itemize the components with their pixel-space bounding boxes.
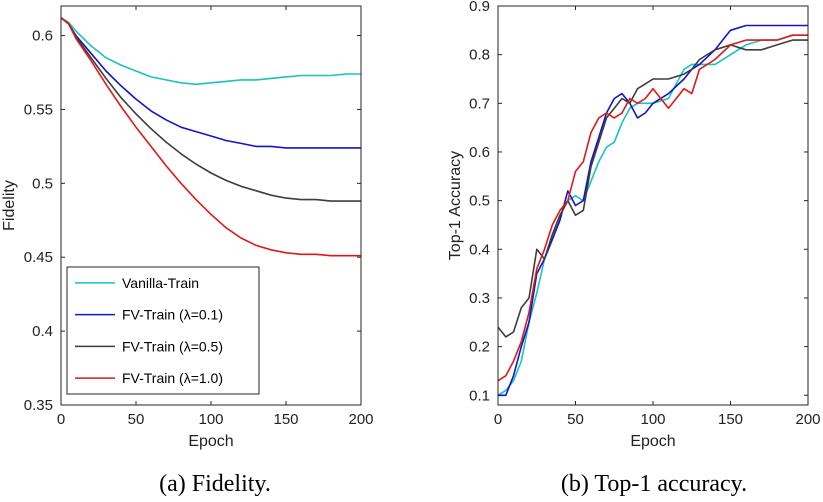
chart-fidelity-ylabel: Fidelity <box>1 180 18 231</box>
chart-fidelity-xlabel: Epoch <box>188 433 233 450</box>
series-line-3 <box>497 34 808 382</box>
y-tick-label: 0.6 <box>32 28 53 45</box>
x-tick-label: 200 <box>795 411 820 428</box>
y-tick-label: 0.3 <box>469 290 490 307</box>
legend-label: Vanilla-Train <box>122 275 199 291</box>
y-tick-label: 0.5 <box>469 193 490 210</box>
series-line-3 <box>60 17 361 257</box>
chart-accuracy: 0 50 100 150 2000.10.20.30.40.50.60.70.80.9 … <box>447 0 821 450</box>
y-tick-label: 0.4 <box>469 241 490 258</box>
y-tick-label: 0.35 <box>24 397 53 414</box>
chart-fidelity-legend: Vanilla-Train FV-Train (λ=0.1) FV-Train (λ… <box>66 266 260 395</box>
series-line-0 <box>497 34 808 396</box>
y-tick-label: 0.7 <box>469 95 490 112</box>
chart-fidelity-frame <box>60 5 362 406</box>
x-tick-label: 100 <box>198 411 223 428</box>
series-line-1 <box>60 17 361 149</box>
legend-label: FV-Train (λ=0.5) <box>122 338 223 354</box>
series-line-0 <box>60 17 361 86</box>
x-tick-label: 50 <box>128 411 145 428</box>
series-line-2 <box>497 39 808 338</box>
chart-accuracy-ylabel: Top-1 Accuracy <box>447 151 464 260</box>
y-tick-label: 0.6 <box>469 144 490 161</box>
legend-label: FV-Train (λ=0.1) <box>122 307 223 323</box>
y-tick-label: 0.4 <box>32 323 53 340</box>
chart-accuracy-frame <box>497 5 809 406</box>
chart-accuracy-xlabel: Epoch <box>630 433 675 450</box>
x-tick-label: 150 <box>718 411 743 428</box>
x-tick-label: 100 <box>640 411 665 428</box>
x-tick-label: 200 <box>348 411 373 428</box>
series-line-2 <box>60 17 361 202</box>
x-tick-label: 0 <box>494 411 502 428</box>
caption-a: (a) Fidelity. <box>159 471 271 497</box>
y-tick-label: 0.1 <box>469 387 490 404</box>
y-tick-label: 0.45 <box>24 249 53 266</box>
legend-box <box>66 266 260 395</box>
series-line-1 <box>498 24 808 397</box>
chart-accuracy-series <box>497 24 808 397</box>
y-tick-label: 0.8 <box>469 47 490 64</box>
x-tick-label: 50 <box>567 411 584 428</box>
x-tick-label: 150 <box>273 411 298 428</box>
y-tick-label: 0.5 <box>32 175 53 192</box>
caption-b: (b) Top-1 accuracy. <box>561 471 747 497</box>
x-tick-label: 0 <box>57 411 65 428</box>
y-tick-label: 0.2 <box>469 339 490 356</box>
y-tick-label: 0.9 <box>469 0 490 15</box>
chart-fidelity-ticks: 0 50 100 150 200 0.35 0.4 0.45 0.5 0.55 0.6 <box>24 6 374 428</box>
chart-fidelity-series <box>60 17 361 257</box>
chart-accuracy-ticks: 0 50 100 150 200 0.1 0.2 0.3 0.4 0.5 0.6 0.7 0.8 0.9 <box>469 0 820 428</box>
y-tick-label: 0.55 <box>24 101 53 118</box>
legend-label: FV-Train (λ=1.0) <box>122 370 223 386</box>
